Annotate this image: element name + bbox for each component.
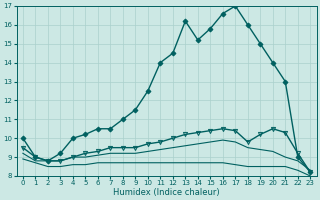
X-axis label: Humidex (Indice chaleur): Humidex (Indice chaleur) xyxy=(113,188,220,197)
